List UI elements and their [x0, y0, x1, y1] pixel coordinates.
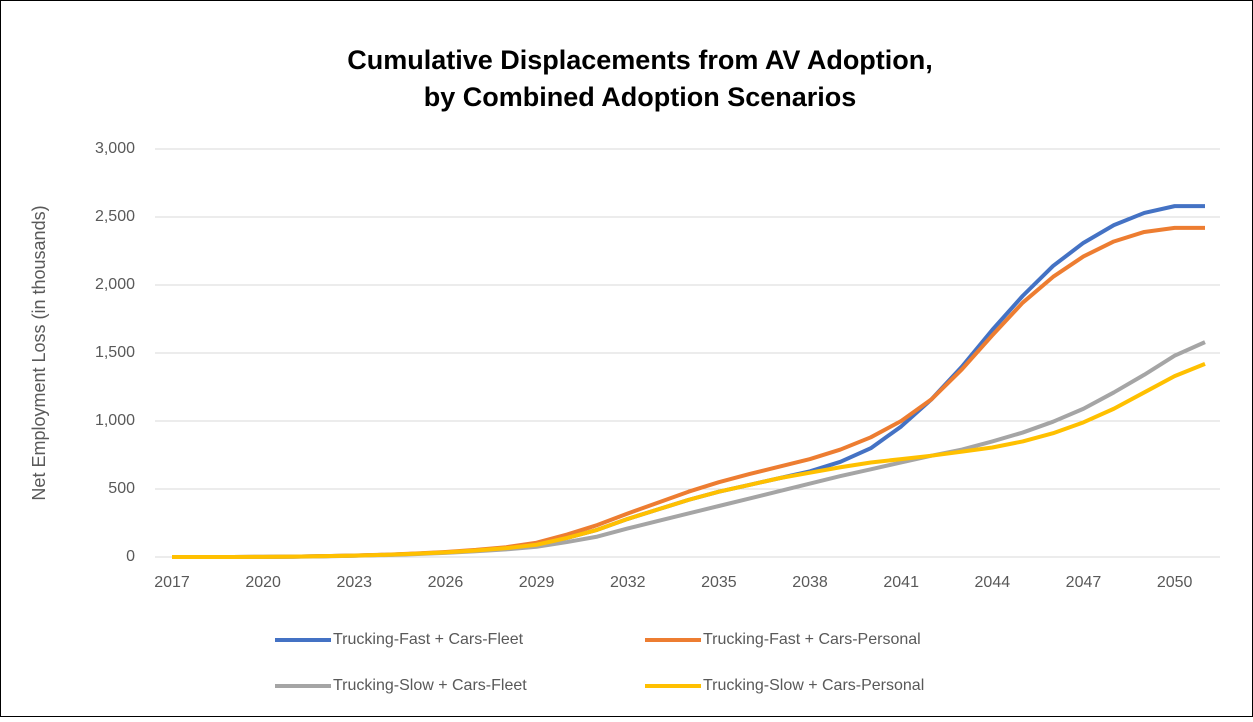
legend-label: Trucking-Slow + Cars-Fleet: [333, 677, 527, 694]
x-tick-label: 2035: [701, 574, 737, 591]
y-tick-label: 500: [108, 480, 135, 497]
x-tick-label: 2017: [154, 574, 190, 591]
x-tick-label: 2032: [610, 574, 646, 591]
x-tick-label: 2050: [1157, 574, 1193, 591]
y-tick-label: 0: [126, 548, 135, 565]
y-tick-label: 3,000: [95, 140, 135, 157]
y-tick-label: 1,000: [95, 412, 135, 429]
x-tick-label: 2038: [792, 574, 828, 591]
y-tick-label: 2,000: [95, 276, 135, 293]
x-tick-label: 2044: [975, 574, 1011, 591]
y-axis-label: Net Employment Loss (in thousands): [29, 205, 49, 500]
chart-title: Cumulative Displacements from AV Adoptio…: [347, 45, 933, 75]
x-tick-label: 2029: [519, 574, 555, 591]
chart-title: by Combined Adoption Scenarios: [424, 82, 857, 112]
x-tick-label: 2020: [245, 574, 281, 591]
legend-label: Trucking-Fast + Cars-Fleet: [333, 631, 524, 648]
legend-label: Trucking-Slow + Cars-Personal: [703, 677, 924, 694]
legend-label: Trucking-Fast + Cars-Personal: [703, 631, 921, 648]
y-tick-label: 1,500: [95, 344, 135, 361]
series-line: [172, 362, 1206, 559]
x-tick-label: 2041: [883, 574, 919, 591]
x-tick-label: 2047: [1066, 574, 1102, 591]
x-tick-label: 2023: [336, 574, 372, 591]
y-tick-label: 2,500: [95, 208, 135, 225]
x-tick-label: 2026: [428, 574, 464, 591]
